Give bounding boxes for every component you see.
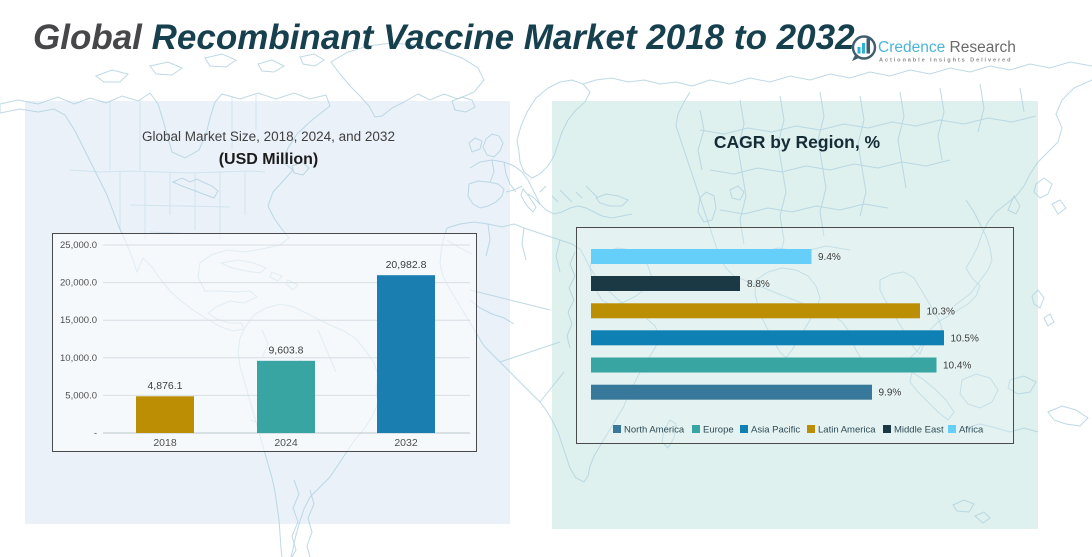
- svg-text:4,876.1: 4,876.1: [147, 380, 182, 392]
- svg-text:Actionable Insights Delivered: Actionable Insights Delivered: [879, 58, 1012, 64]
- svg-text:20,982.8: 20,982.8: [386, 259, 427, 271]
- svg-text:2032: 2032: [394, 437, 418, 449]
- svg-text:Credence Research: Credence Research: [878, 39, 1016, 56]
- svg-text:10.4%: 10.4%: [943, 361, 971, 372]
- svg-text:2024: 2024: [274, 437, 298, 449]
- svg-text:Europe: Europe: [703, 425, 734, 436]
- svg-text:2018: 2018: [153, 437, 177, 449]
- svg-text:-: -: [94, 428, 97, 439]
- svg-text:Africa: Africa: [959, 425, 984, 436]
- svg-text:9.9%: 9.9%: [879, 388, 902, 399]
- svg-text:North America: North America: [624, 425, 685, 436]
- svg-text:Middle East: Middle East: [894, 425, 944, 436]
- svg-text:10.3%: 10.3%: [927, 306, 955, 317]
- svg-text:9,603.8: 9,603.8: [268, 345, 303, 357]
- svg-text:15,000.0: 15,000.0: [60, 315, 97, 326]
- svg-text:10,000.0: 10,000.0: [60, 353, 97, 364]
- svg-text:9.4%: 9.4%: [818, 252, 841, 263]
- svg-text:5,000.0: 5,000.0: [65, 390, 97, 401]
- svg-text:Latin America: Latin America: [818, 425, 876, 436]
- svg-text:8.8%: 8.8%: [747, 279, 770, 290]
- svg-text:25,000.0: 25,000.0: [60, 240, 97, 251]
- svg-text:20,000.0: 20,000.0: [60, 278, 97, 289]
- svg-text:Asia Pacific: Asia Pacific: [751, 425, 800, 436]
- svg-text:10.5%: 10.5%: [951, 333, 979, 344]
